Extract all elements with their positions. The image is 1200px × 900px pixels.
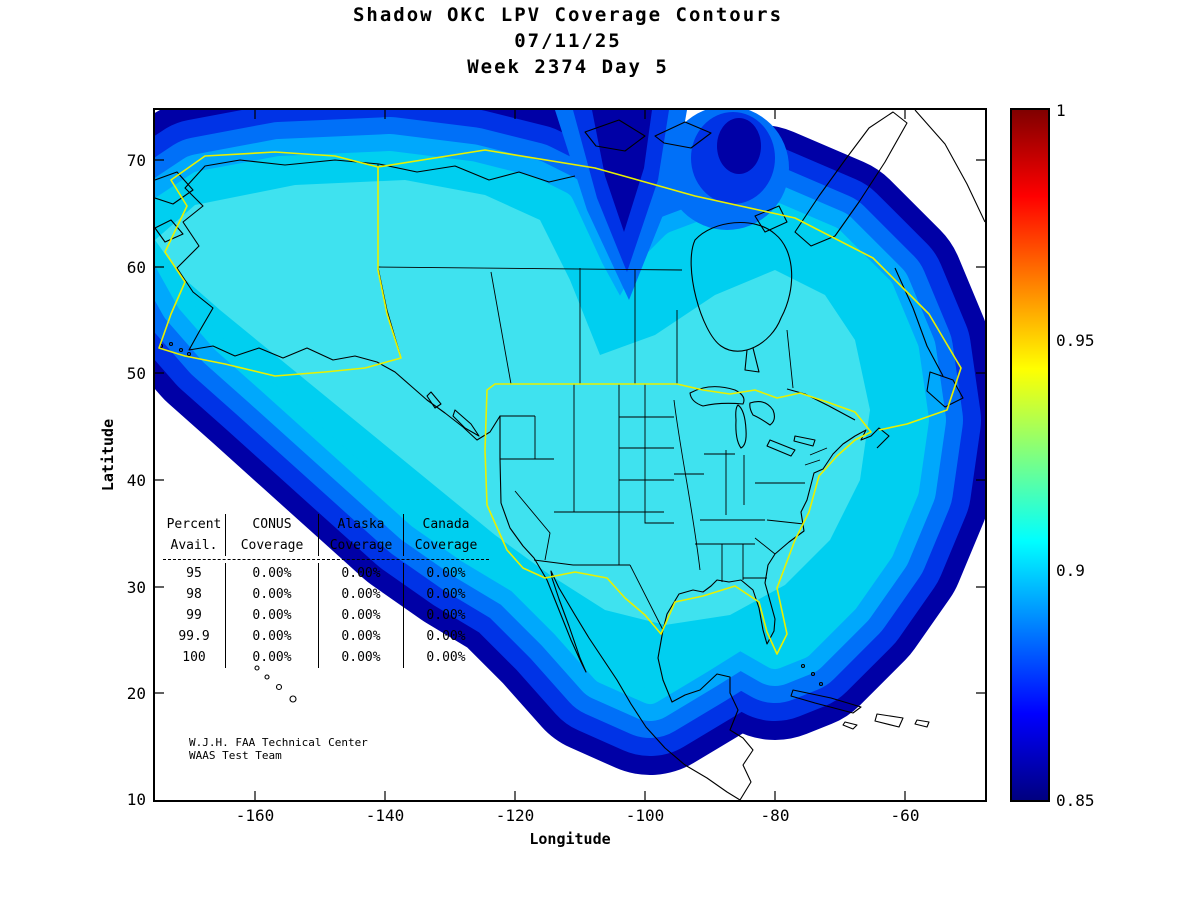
table-row: 100 0.00% 0.00% 0.00% bbox=[163, 647, 489, 668]
colorbar-tick-label: 0.9 bbox=[1056, 561, 1085, 580]
coverage-cell: 0.00% bbox=[225, 605, 318, 626]
service-volume-outline bbox=[158, 149, 962, 655]
x-tick-label: -100 bbox=[625, 806, 665, 825]
coverage-cell: 0.00% bbox=[225, 647, 318, 668]
table-row: 95 0.00% 0.00% 0.00% bbox=[163, 563, 489, 584]
table-header-row: Percent CONUS Alaska Canada bbox=[163, 514, 489, 535]
coverage-header-cell: Alaska bbox=[318, 514, 403, 535]
colorbar-gradient bbox=[1012, 110, 1048, 800]
coverage-header-cell: Coverage bbox=[318, 535, 403, 556]
table-row: 99 0.00% 0.00% 0.00% bbox=[163, 605, 489, 626]
coverage-header-cell: Percent bbox=[166, 517, 222, 532]
y-tick-label: 10 bbox=[126, 790, 146, 809]
low-coverage-pocket bbox=[665, 110, 789, 230]
coverage-cell: 100 bbox=[182, 650, 206, 665]
coverage-cell: 0.00% bbox=[318, 647, 403, 668]
colorbar-tick-label: 1 bbox=[1056, 101, 1066, 120]
table-subheader-row: Avail. Coverage Coverage Coverage bbox=[163, 535, 489, 556]
table-row: 99.9 0.00% 0.00% 0.00% bbox=[163, 626, 489, 647]
coverage-header-cell: Coverage bbox=[403, 535, 488, 556]
coverage-header-cell: Coverage bbox=[225, 535, 318, 556]
low-coverage-wedge bbox=[555, 110, 687, 300]
coverage-cell: 0.00% bbox=[318, 605, 403, 626]
plot-week-day: Week 2374 Day 5 bbox=[467, 56, 669, 78]
table-row: 98 0.00% 0.00% 0.00% bbox=[163, 584, 489, 605]
y-tick-label: 70 bbox=[126, 151, 146, 170]
coverage-cell: 0.00% bbox=[318, 563, 403, 584]
credit-block: W.J.H. FAA Technical Center WAAS Test Te… bbox=[189, 736, 368, 762]
coverage-cell: 0.00% bbox=[225, 584, 318, 605]
coverage-header-cell: Canada bbox=[403, 514, 488, 535]
coverage-cell: 0.00% bbox=[403, 584, 488, 605]
coverage-cell: 99.9 bbox=[178, 629, 210, 644]
credit-line-2: WAAS Test Team bbox=[189, 749, 282, 762]
credit-line-1: W.J.H. FAA Technical Center bbox=[189, 736, 368, 749]
coverage-cell: 0.00% bbox=[318, 626, 403, 647]
x-tick-label: -160 bbox=[235, 806, 275, 825]
coverage-cell: 98 bbox=[186, 587, 202, 602]
coverage-table: Percent CONUS Alaska Canada Avail. Cover… bbox=[163, 514, 489, 668]
coverage-cell: 95 bbox=[186, 566, 202, 581]
coastlines bbox=[155, 110, 985, 800]
plot-date: 07/11/25 bbox=[514, 30, 622, 52]
interior-high-coverage-region bbox=[155, 180, 870, 625]
coverage-cell: 0.00% bbox=[318, 584, 403, 605]
coverage-cell: 0.00% bbox=[403, 605, 488, 626]
table-divider bbox=[163, 559, 489, 560]
y-tick-label: 20 bbox=[126, 684, 146, 703]
coverage-cell: 0.00% bbox=[225, 626, 318, 647]
colorbar bbox=[1010, 108, 1050, 802]
x-tick-label: -120 bbox=[495, 806, 535, 825]
y-tick-label: 50 bbox=[126, 364, 146, 383]
y-tick-label: 30 bbox=[126, 578, 146, 597]
coverage-cell: 0.00% bbox=[403, 563, 488, 584]
contour-bands bbox=[155, 165, 915, 690]
coverage-cell: 0.00% bbox=[225, 563, 318, 584]
coverage-cell: 0.00% bbox=[403, 626, 488, 647]
colorbar-tick-label: 0.85 bbox=[1056, 791, 1095, 810]
coverage-header-cell: CONUS bbox=[225, 514, 318, 535]
coverage-cell: 99 bbox=[186, 608, 202, 623]
x-axis-label: Longitude bbox=[529, 830, 611, 848]
y-tick-label: 40 bbox=[126, 471, 146, 490]
coverage-header-cell: Avail. bbox=[170, 538, 218, 553]
coverage-map-svg bbox=[155, 110, 985, 800]
x-tick-label: -60 bbox=[890, 806, 920, 825]
y-axis-label: Latitude bbox=[99, 418, 117, 492]
x-tick-label: -80 bbox=[760, 806, 790, 825]
title-block: Shadow OKC LPV Coverage Contours 07/11/2… bbox=[0, 2, 1136, 80]
y-tick-label: 60 bbox=[126, 258, 146, 277]
coverage-cell: 0.00% bbox=[403, 647, 488, 668]
axis-tick-marks bbox=[155, 110, 985, 800]
plot-title: Shadow OKC LPV Coverage Contours bbox=[352, 4, 784, 26]
colorbar-tick-label: 0.95 bbox=[1056, 331, 1095, 350]
plot-area: Percent CONUS Alaska Canada Avail. Cover… bbox=[153, 108, 987, 802]
x-tick-label: -140 bbox=[365, 806, 405, 825]
